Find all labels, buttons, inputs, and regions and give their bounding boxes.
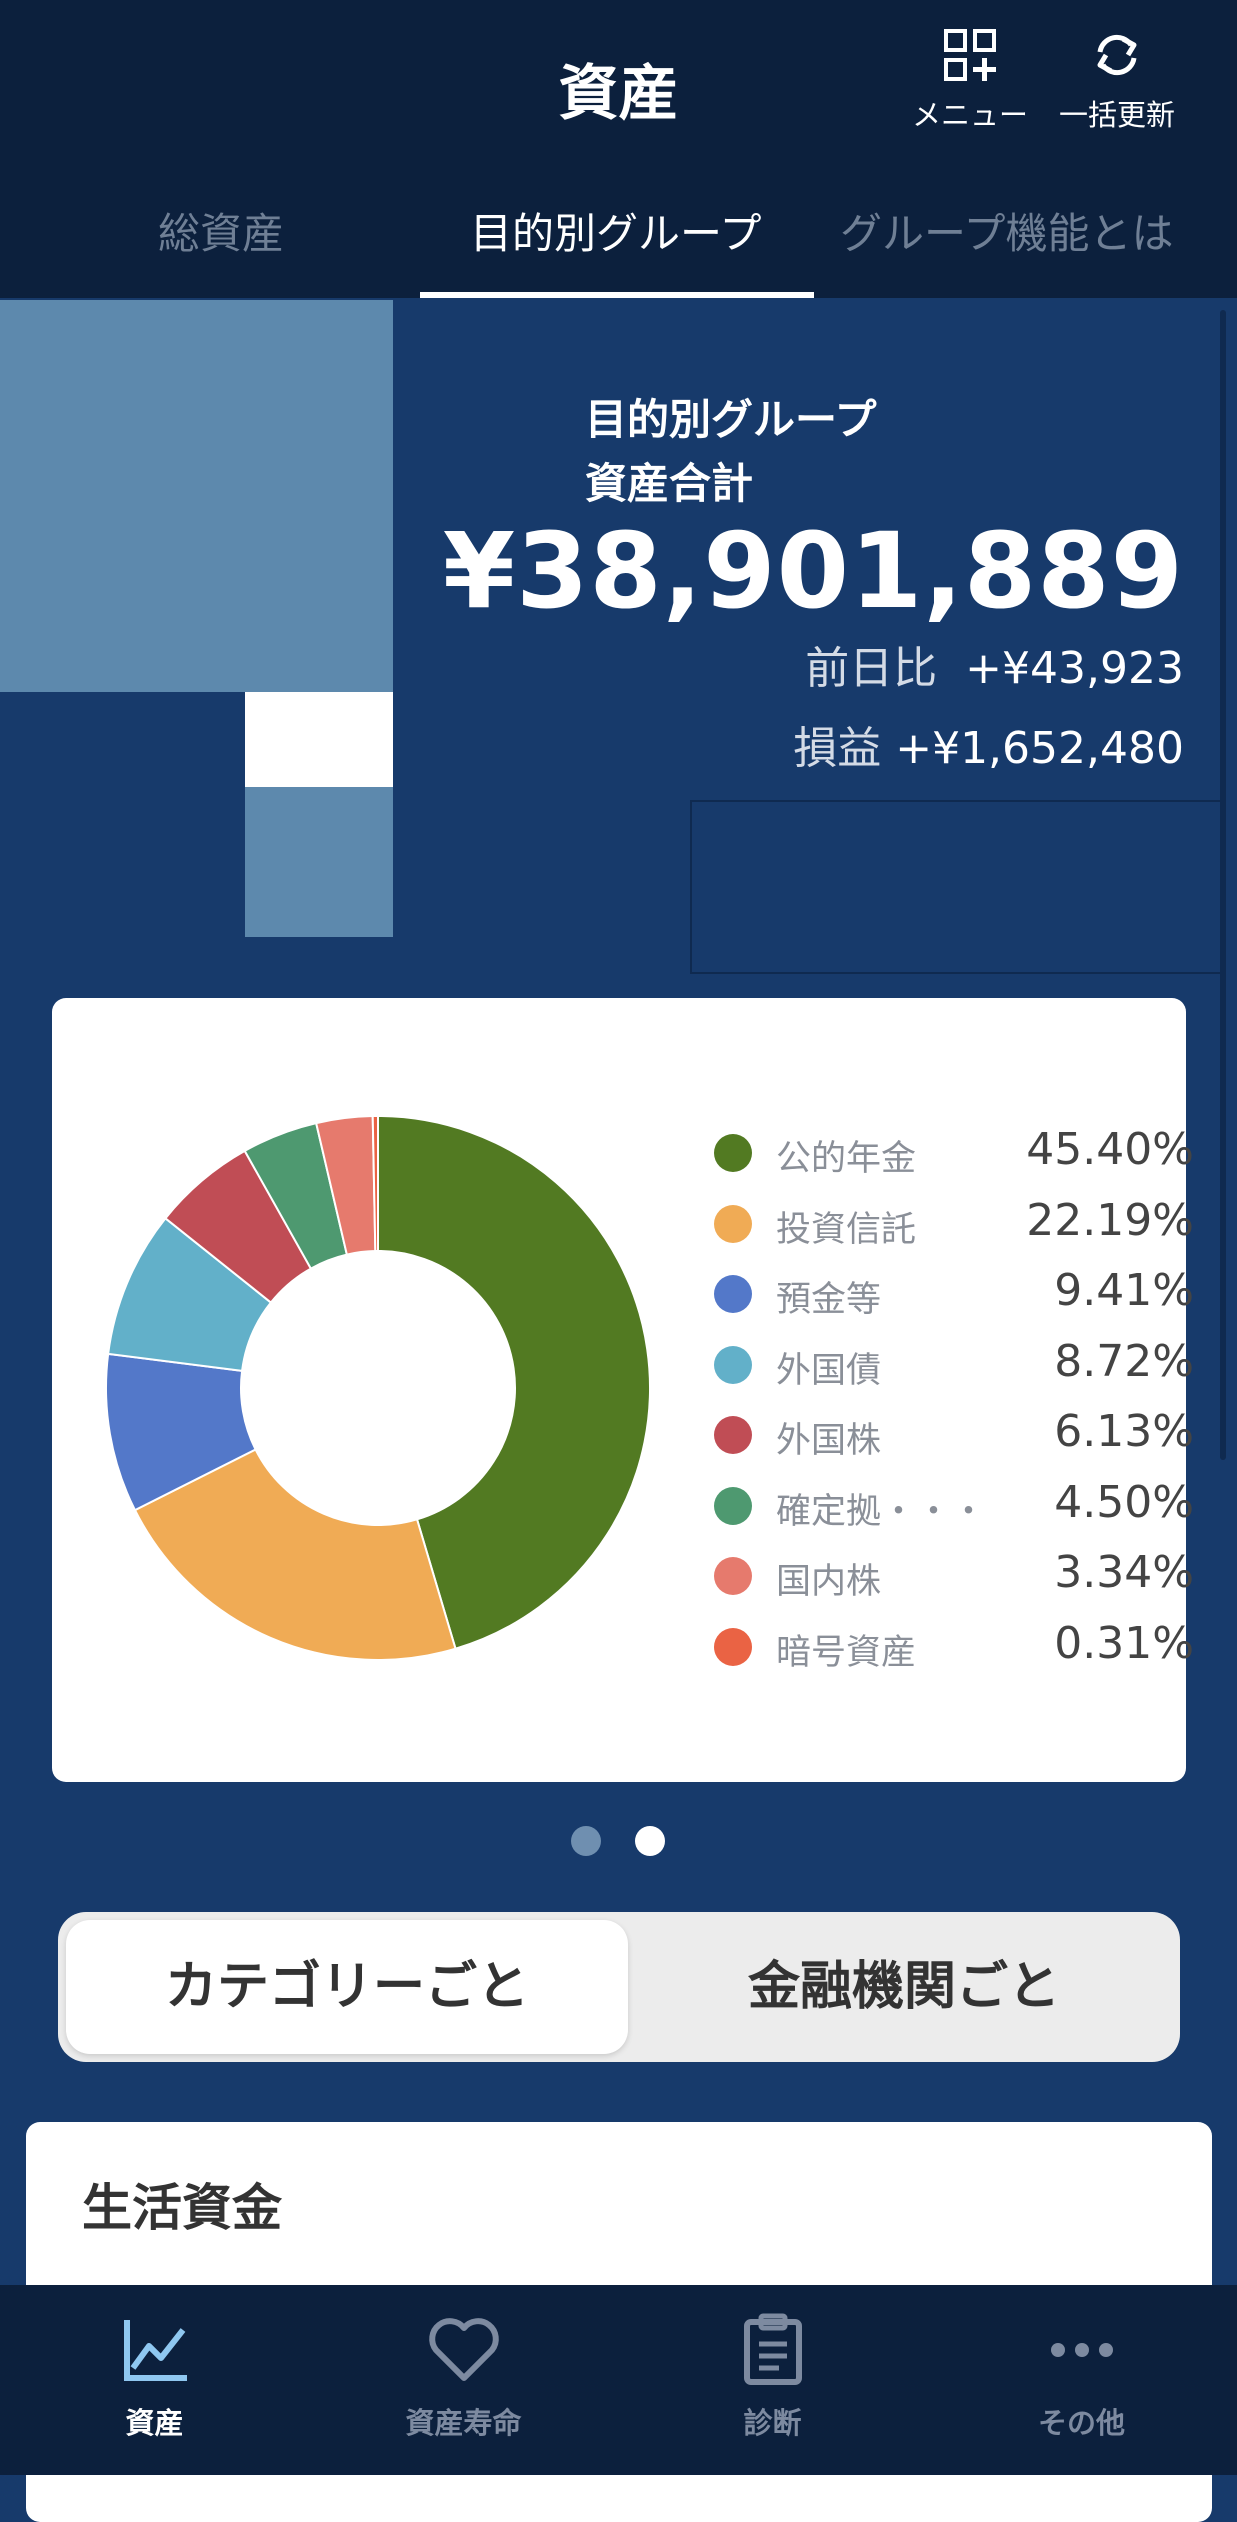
bottom-navigation: 資産 資産寿命 診断 その他 <box>0 2285 1237 2475</box>
page-title: 資産 <box>558 59 679 129</box>
group-title: 生活資金 <box>82 2179 282 2237</box>
legend-swatch <box>714 1204 752 1243</box>
donut-chart <box>105 1114 651 1661</box>
legend-swatch <box>714 1275 752 1313</box>
scrollbar[interactable] <box>1220 310 1226 1460</box>
legend-swatch <box>714 1345 752 1384</box>
decorative-block <box>245 787 393 937</box>
profit-label: 損益 <box>793 723 882 774</box>
chart-line-icon <box>123 2320 187 2381</box>
legend-item: 投資信託 22.19% <box>714 1195 1194 1255</box>
clipboard-icon <box>743 2313 802 2385</box>
legend-swatch <box>714 1134 752 1172</box>
nav-asset-lifespan[interactable]: 資産寿命 <box>309 2285 618 2475</box>
nav-diagnosis[interactable]: 診断 <box>618 2285 927 2475</box>
nav-more-label: その他 <box>1037 2406 1125 2440</box>
legend-percentage: 0.31% <box>1054 1617 1194 1669</box>
view-segmented-control: カテゴリーごと 金融機関ごと <box>58 1912 1180 2062</box>
legend-item: 暗号資産 0.31% <box>714 1618 1194 1678</box>
legend-swatch <box>714 1416 752 1454</box>
menu-button[interactable]: メニュー <box>895 28 1045 134</box>
legend-category: 投資信託 <box>776 1209 917 1250</box>
donut-slice-8 <box>371 1114 379 1253</box>
nav-assets-label: 資産 <box>125 2406 184 2440</box>
tab-total-assets[interactable]: 総資産 <box>158 209 285 258</box>
nav-assets[interactable]: 資産 <box>0 2285 309 2475</box>
donut-slice-2 <box>133 1448 457 1661</box>
refresh-icon <box>1097 34 1137 76</box>
legend-category: 外国株 <box>776 1421 882 1461</box>
pager-dot-2[interactable] <box>635 1826 665 1856</box>
nav-diagnosis-label: 診断 <box>743 2406 802 2440</box>
legend-category: 公的年金 <box>776 1139 917 1179</box>
nav-more[interactable]: その他 <box>927 2285 1236 2475</box>
legend-item: 確定拠・・・ 4.50% <box>714 1477 1194 1537</box>
legend-swatch <box>714 1557 752 1595</box>
day-change-value: +¥43,923 <box>965 643 1184 694</box>
active-tab-indicator <box>420 292 814 298</box>
menu-label: メニュー <box>911 98 1028 132</box>
legend-category: 外国債 <box>776 1350 882 1391</box>
legend-percentage: 4.50% <box>1054 1476 1194 1528</box>
more-icon <box>1050 2343 1113 2357</box>
profit-row: 損益 +¥1,652,480 <box>793 712 1184 776</box>
legend-percentage: 6.13% <box>1054 1406 1194 1457</box>
legend-item: 外国債 8.72% <box>714 1336 1194 1396</box>
grid-plus-icon <box>944 29 996 81</box>
legend-percentage: 8.72% <box>1054 1335 1194 1387</box>
tab-group-feature-info[interactable]: グループ機能とは <box>840 209 1174 258</box>
legend-item: 国内株 3.34% <box>714 1547 1194 1607</box>
legend-category: 預金等 <box>776 1280 882 1320</box>
profit-value: +¥1,652,480 <box>895 723 1184 774</box>
legend-percentage: 45.40% <box>1026 1124 1194 1175</box>
segment-by-institution[interactable]: 金融機関ごと <box>747 1957 1060 2017</box>
total-assets-value: ¥38,901,889 <box>442 510 1184 632</box>
donut-slice-1 <box>377 1114 651 1650</box>
legend-item: 公的年金 45.40% <box>714 1124 1194 1184</box>
refresh-all-button[interactable]: 一括更新 <box>1042 28 1192 134</box>
legend-percentage: 22.19% <box>1026 1194 1194 1246</box>
day-change-row: 前日比 +¥43,923 <box>805 632 1184 696</box>
decorative-block <box>0 300 393 692</box>
heart-icon <box>428 2318 499 2381</box>
legend-category: 確定拠・・・ <box>776 1491 987 1532</box>
allocation-chart-card[interactable]: 公的年金 45.40% 投資信託 22.19% 預金等 9.41% 外国債 8.72% 外国株 6… <box>52 998 1194 1782</box>
legend-item: 外国株 6.13% <box>714 1406 1194 1466</box>
legend-swatch <box>714 1627 752 1666</box>
segment-by-category[interactable]: カテゴリーごと <box>164 1957 529 2017</box>
summary-label-line1: 目的別グループ <box>585 395 877 444</box>
legend-item: 預金等 9.41% <box>714 1265 1194 1325</box>
legend-category: 国内株 <box>776 1562 882 1602</box>
legend-swatch <box>714 1486 752 1525</box>
decorative-block <box>245 692 393 787</box>
refresh-label: 一括更新 <box>1058 98 1175 132</box>
day-change-label: 前日比 <box>805 643 938 694</box>
legend-category: 暗号資産 <box>776 1632 917 1673</box>
legend-percentage: 9.41% <box>1054 1265 1194 1316</box>
summary-label-line2: 資産合計 <box>585 459 754 508</box>
legend-percentage: 3.34% <box>1054 1547 1194 1598</box>
decorative-outline <box>690 800 1222 974</box>
nav-asset-lifespan-label: 資産寿命 <box>405 2406 522 2440</box>
pager-dot-1[interactable] <box>571 1826 601 1856</box>
tab-purpose-groups[interactable]: 目的別グループ <box>470 209 762 258</box>
app-header: 資産 メニュー 一括更新 総資産 目的別グループ グループ機能とは <box>0 0 1237 298</box>
segment-selected-indicator <box>66 1920 628 2054</box>
